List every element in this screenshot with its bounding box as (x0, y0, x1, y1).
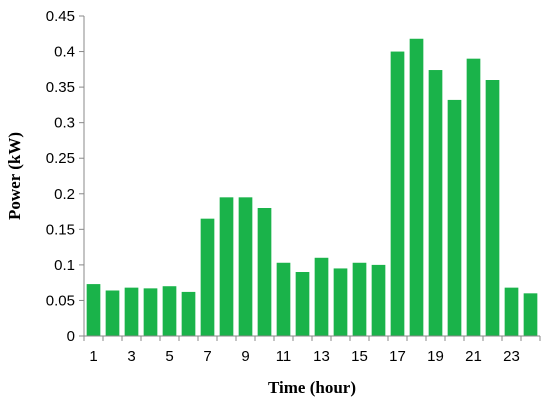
x-ticks-group: 1 3 5 7 9 11 13 15 17 19 21 23 (83, 336, 541, 365)
y-tick-label: 0.2 (54, 186, 75, 203)
x-tick-label: 5 (165, 348, 173, 365)
y-tick-label: 0 (67, 328, 75, 345)
bar-hour-24 (523, 293, 538, 336)
bar-hour-5 (162, 286, 177, 336)
y-tick-label: 0.05 (46, 292, 75, 309)
bar-hour-1 (86, 284, 101, 336)
bar-hour-23 (504, 287, 519, 336)
x-tick-label: 13 (313, 348, 330, 365)
bar-hour-3 (124, 287, 139, 336)
x-tick-label: 17 (389, 348, 406, 365)
y-ticks-group: 0 0.05 0.1 0.15 0.2 0.25 0.3 0.35 0.4 0.45 (46, 8, 84, 345)
bar-hour-10 (257, 208, 272, 336)
y-tick-label: 0.45 (46, 8, 75, 25)
x-axis-title: Time (hour) (268, 378, 356, 397)
x-tick-label: 3 (127, 348, 135, 365)
y-tick-label: 0.1 (54, 257, 75, 274)
y-tick-label: 0.4 (54, 44, 75, 61)
bar-hour-11 (276, 262, 291, 336)
x-tick-label: 23 (503, 348, 520, 365)
x-tick-label: 15 (351, 348, 368, 365)
y-tick-label: 0.35 (46, 79, 75, 96)
x-tick-label: 7 (203, 348, 211, 365)
bar-hour-14 (333, 268, 348, 336)
bar-hour-6 (181, 291, 196, 336)
y-tick-label: 0.15 (46, 221, 75, 238)
bar-hour-18 (409, 38, 424, 336)
bar-hour-15 (352, 262, 367, 336)
x-tick-label: 9 (241, 348, 249, 365)
bar-hour-21 (466, 58, 481, 337)
bar-hour-16 (371, 264, 386, 336)
bar-hour-13 (314, 257, 329, 336)
bar-hour-19 (428, 70, 443, 336)
bar-hour-17 (390, 51, 405, 337)
x-tick-label: 11 (276, 348, 292, 365)
bar-hour-7 (200, 218, 215, 336)
x-tick-label: 19 (427, 348, 444, 365)
bar-hour-12 (295, 272, 310, 336)
bars-group (86, 38, 538, 337)
y-tick-label: 0.3 (54, 115, 75, 132)
y-tick-label: 0.25 (46, 150, 75, 167)
x-tick-label: 21 (465, 348, 482, 365)
bar-hour-9 (238, 197, 253, 336)
y-axis-title: Power (kW) (5, 132, 24, 220)
bar-hour-4 (143, 288, 158, 336)
bar-hour-20 (447, 99, 462, 336)
x-tick-label: 1 (89, 348, 97, 365)
bar-hour-2 (105, 290, 120, 336)
bar-hour-22 (485, 80, 500, 336)
bar-hour-8 (219, 197, 234, 336)
